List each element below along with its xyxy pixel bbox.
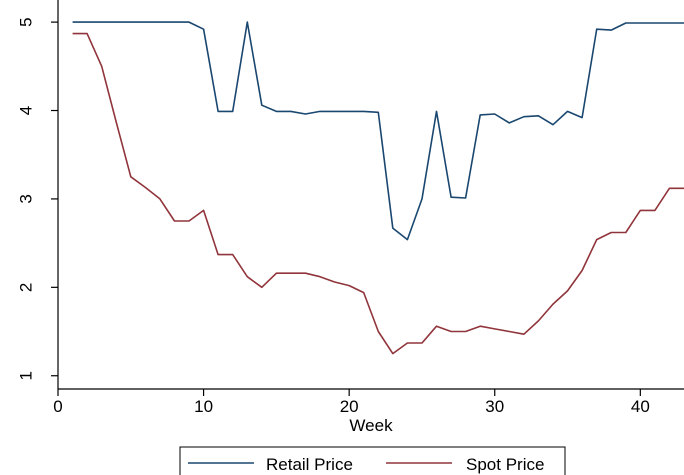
y-tick-label: 3 [17, 194, 36, 203]
x-tick-label: 0 [53, 397, 62, 416]
series-line-retail-price [72, 21, 684, 241]
legend-label-spot-price: Spot Price [466, 455, 544, 474]
series-line-spot-price [72, 32, 684, 355]
legend-label-retail-price: Retail Price [266, 455, 353, 474]
x-tick-label: 40 [631, 397, 650, 416]
y-tick-label: 2 [17, 283, 36, 292]
x-tick-label: 20 [340, 397, 359, 416]
y-tick-label: 5 [17, 17, 36, 26]
x-axis-label: Week [349, 416, 393, 435]
legend: Retail Price Spot Price [179, 446, 566, 475]
y-tick-label: 4 [17, 106, 36, 115]
x-ticks: 0 10 20 30 40 [53, 389, 650, 416]
x-tick-label: 10 [194, 397, 213, 416]
y-ticks: 1 2 3 4 5 [17, 17, 58, 380]
legend-box [179, 446, 566, 475]
plot-area: 0 10 20 30 40 1 2 3 4 5 Week [17, 0, 684, 435]
series-lines [72, 21, 684, 355]
x-tick-label: 30 [485, 397, 504, 416]
y-tick-label: 1 [17, 371, 36, 380]
